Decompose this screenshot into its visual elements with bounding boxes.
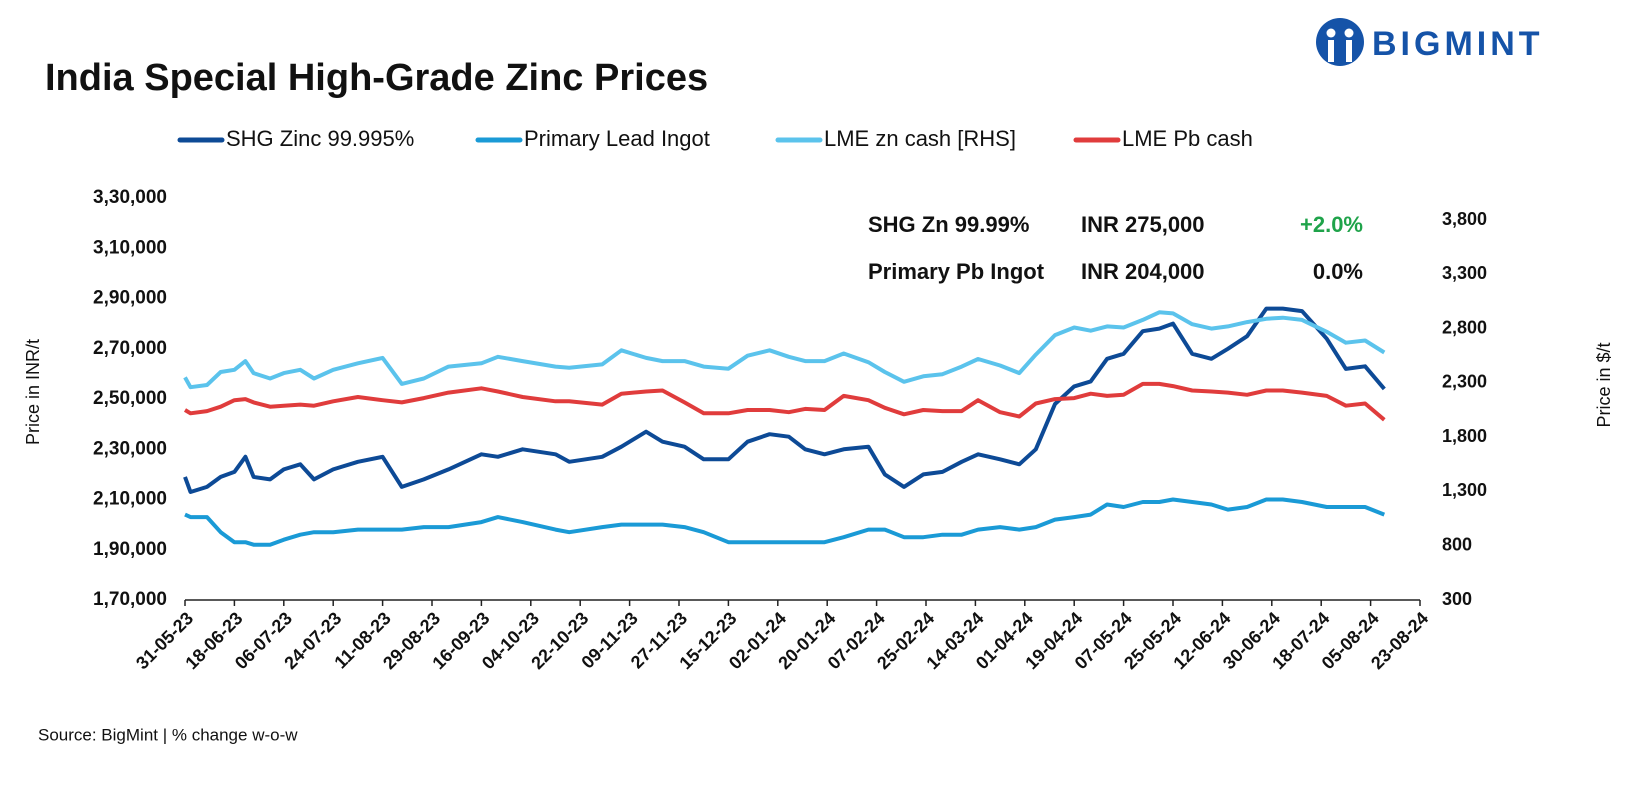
- y2-tick-label: 3,800: [1442, 209, 1487, 229]
- legend-item: Primary Lead Ingot: [475, 126, 710, 151]
- y2-tick-label: 800: [1442, 534, 1472, 554]
- annotation: INR 275,000: [1081, 212, 1205, 237]
- logo-icon-head: [1344, 28, 1354, 38]
- series-line: [183, 306, 1386, 494]
- y-tick-label: 1,90,000: [93, 539, 167, 560]
- logo-icon-head: [1326, 28, 1336, 38]
- logo: BIGMINT: [1316, 18, 1544, 66]
- source-note: Source: BigMint | % change w-o-w: [38, 725, 298, 744]
- y-tick-label: 3,10,000: [93, 237, 167, 258]
- logo-icon-body: [1346, 40, 1352, 62]
- series-line: [184, 497, 1386, 547]
- legend-item: LME zn cash [RHS]: [775, 126, 1016, 151]
- logo-icon: [1316, 18, 1364, 66]
- legend-item: LME Pb cash: [1073, 126, 1253, 151]
- y-tick-label: 1,70,000: [93, 589, 167, 610]
- annotation: INR 204,000: [1081, 259, 1205, 284]
- annotation: 0.0%: [1313, 259, 1363, 284]
- series-line: [183, 381, 1386, 422]
- y2-tick-label: 2,300: [1442, 372, 1487, 392]
- y2-tick-label: 1,800: [1442, 426, 1487, 446]
- legend-label: LME zn cash [RHS]: [824, 126, 1016, 151]
- y-tick-label: 2,50,000: [93, 388, 167, 409]
- logo-icon-body: [1328, 40, 1334, 62]
- y2-axis-label: Price in $/t: [1594, 342, 1614, 427]
- logo-text: BIGMINT: [1372, 25, 1544, 63]
- y2-tick-label: 3,300: [1442, 263, 1487, 283]
- y2-tick-label: 2,800: [1442, 317, 1487, 337]
- legend-label: LME Pb cash: [1122, 126, 1253, 151]
- legend-item: SHG Zinc 99.995%: [177, 126, 414, 151]
- y-axis-label: Price in INR/t: [23, 339, 43, 445]
- chart-title: India Special High-Grade Zinc Prices: [45, 57, 708, 99]
- legend-label: SHG Zinc 99.995%: [226, 126, 414, 151]
- y2-tick-label: 300: [1442, 589, 1472, 609]
- annotation: Primary Pb Ingot: [868, 259, 1045, 284]
- y-tick-label: 2,30,000: [93, 438, 167, 459]
- annotation: +2.0%: [1300, 212, 1363, 237]
- series-line: [183, 310, 1386, 390]
- y2-tick-label: 1,300: [1442, 480, 1487, 500]
- y-tick-label: 2,70,000: [93, 338, 167, 359]
- y-tick-label: 2,10,000: [93, 489, 167, 510]
- legend-label: Primary Lead Ingot: [524, 126, 710, 151]
- y-tick-label: 3,30,000: [93, 187, 167, 208]
- annotation: SHG Zn 99.99%: [868, 212, 1029, 237]
- y-tick-label: 2,90,000: [93, 288, 167, 309]
